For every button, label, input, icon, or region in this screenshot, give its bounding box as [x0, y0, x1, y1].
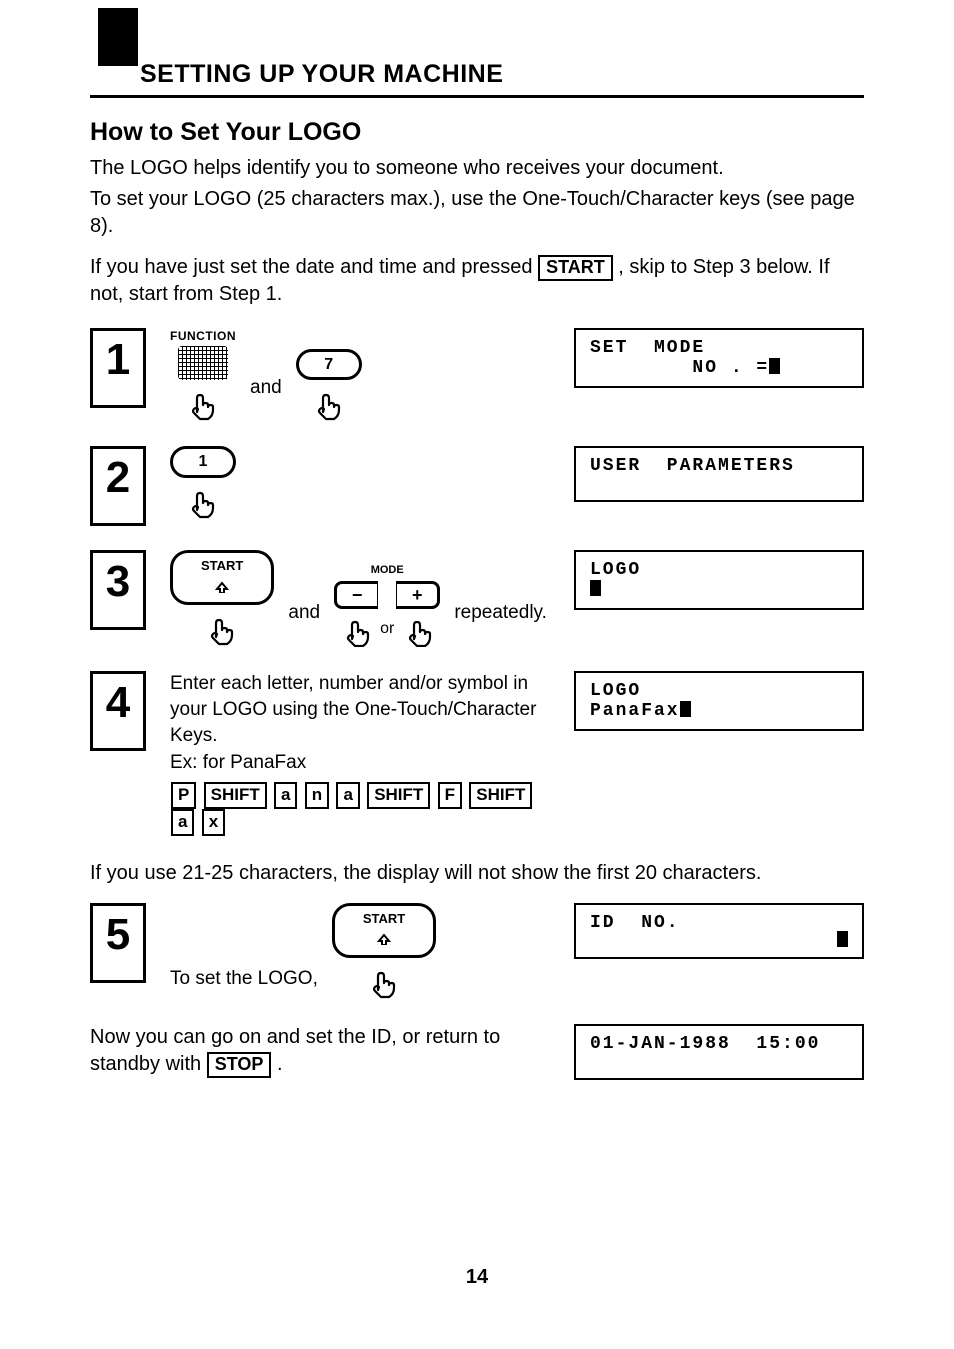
- step-number: 2: [90, 446, 146, 526]
- key-shift: SHIFT: [367, 782, 430, 809]
- cursor-icon: [680, 701, 691, 717]
- lcd-display-standby: 01-JAN-1988 15:00: [574, 1024, 864, 1080]
- key-shift: SHIFT: [204, 782, 267, 809]
- start-label: START: [363, 910, 405, 928]
- step-2: 2 1 USER PARAMETERS: [90, 446, 864, 526]
- step-5-text: To set the LOGO,: [170, 966, 318, 1000]
- intro-3a: If you have just set the date and time a…: [90, 256, 538, 278]
- key-x: x: [202, 809, 225, 836]
- hand-press-icon: [181, 480, 225, 520]
- lcd-display-5: ID NO.: [574, 903, 864, 959]
- intro-line-1: The LOGO helps identify you to someone w…: [90, 155, 864, 182]
- keypad-icon: [178, 346, 228, 380]
- hand-press-icon: [336, 609, 376, 647]
- page-title: How to Set Your LOGO: [90, 118, 864, 147]
- mode-minus-key: −: [334, 581, 378, 609]
- mode-label: MODE: [371, 563, 404, 578]
- closing-row: Now you can go on and set the ID, or ret…: [90, 1024, 864, 1092]
- start-key-icon: START: [170, 550, 274, 647]
- arrow-up-icon: [214, 577, 230, 593]
- stop-key-inline: STOP: [207, 1052, 272, 1078]
- cursor-icon: [769, 358, 780, 374]
- mode-plus-key: +: [396, 581, 440, 609]
- key-a: a: [274, 782, 297, 809]
- hand-press-icon: [181, 382, 225, 422]
- step-number: 4: [90, 671, 146, 751]
- step-4-example-label: Ex: for PanaFax: [170, 750, 550, 776]
- step-4: 4 Enter each letter, number and/or symbo…: [90, 671, 864, 835]
- key-n: n: [305, 782, 329, 809]
- cursor-icon: [837, 931, 848, 947]
- hand-press-icon: [200, 607, 244, 647]
- key-f: F: [438, 782, 462, 809]
- section-title: SETTING UP YOUR MACHINE: [140, 60, 864, 89]
- start-key-icon: START: [332, 903, 436, 1000]
- chars-21-25-note: If you use 21-25 characters, the display…: [90, 862, 864, 885]
- key-a: a: [336, 782, 359, 809]
- step-number: 3: [90, 550, 146, 630]
- intro-line-2: To set your LOGO (25 characters max.), u…: [90, 186, 864, 240]
- arrow-up-icon: [376, 929, 392, 945]
- step-number: 5: [90, 903, 146, 983]
- hand-press-icon: [307, 382, 351, 422]
- and-label: and: [288, 600, 320, 648]
- closing-text: Now you can go on and set the ID, or ret…: [90, 1024, 550, 1078]
- section-tab: [98, 8, 138, 66]
- lcd-display-4: LOGO PanaFax: [574, 671, 864, 731]
- key-7-label: 7: [296, 349, 362, 381]
- start-label: START: [201, 557, 243, 575]
- key-a: a: [171, 809, 194, 836]
- function-key-icon: FUNCTION: [170, 328, 236, 422]
- lcd-display-1: SET MODE NO . =: [574, 328, 864, 388]
- section-header: SETTING UP YOUR MACHINE: [90, 60, 864, 98]
- key-7-icon: 7: [296, 349, 362, 423]
- function-label: FUNCTION: [170, 328, 236, 344]
- lcd-display-2: USER PARAMETERS: [574, 446, 864, 502]
- cursor-icon: [590, 580, 601, 596]
- hand-press-icon: [362, 960, 406, 1000]
- hand-press-icon: [398, 609, 438, 647]
- lcd-display-3: LOGO: [574, 550, 864, 610]
- mode-keys-icon: MODE − or +: [334, 563, 440, 648]
- key-1-label: 1: [170, 446, 236, 478]
- and-label: and: [250, 375, 282, 423]
- start-key-inline: START: [538, 255, 613, 281]
- step-3: 3 START and MODE: [90, 550, 864, 647]
- intro-line-3: If you have just set the date and time a…: [90, 254, 864, 308]
- step-1: 1 FUNCTION and 7 SET MODE NO . =: [90, 328, 864, 422]
- step-4-text: Enter each letter, number and/or symbol …: [170, 671, 550, 748]
- page-number: 14: [0, 1266, 954, 1289]
- key-sequence: P SHIFT a n a SHIFT F SHIFT a x: [170, 782, 550, 836]
- key-p: P: [171, 782, 196, 809]
- key-shift: SHIFT: [469, 782, 532, 809]
- step-number: 1: [90, 328, 146, 408]
- or-label: or: [378, 618, 396, 648]
- repeatedly-label: repeatedly.: [454, 600, 547, 648]
- step-5: 5 To set the LOGO, START ID NO.: [90, 903, 864, 1000]
- key-1-icon: 1: [170, 446, 236, 520]
